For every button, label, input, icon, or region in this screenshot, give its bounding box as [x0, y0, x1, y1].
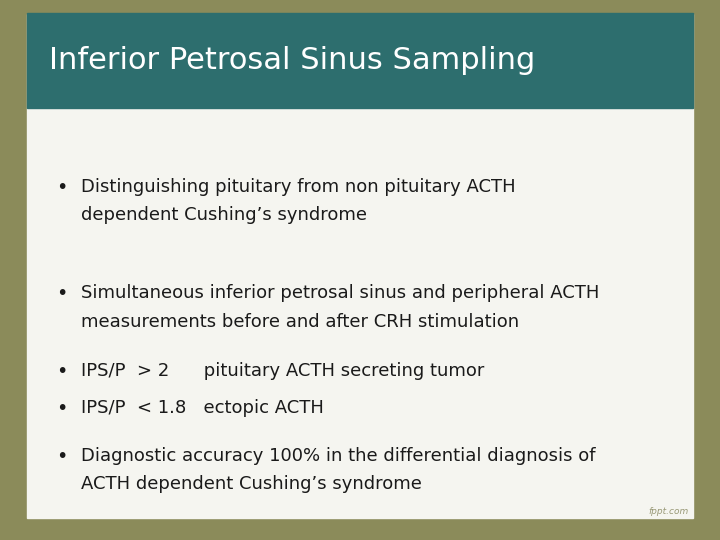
Text: •: •	[56, 400, 68, 419]
Text: dependent Cushing’s syndrome: dependent Cushing’s syndrome	[81, 206, 367, 225]
Text: Simultaneous inferior petrosal sinus and peripheral ACTH: Simultaneous inferior petrosal sinus and…	[81, 285, 600, 302]
Text: •: •	[56, 285, 68, 303]
Text: Inferior Petrosal Sinus Sampling: Inferior Petrosal Sinus Sampling	[49, 46, 535, 75]
Bar	[27, 14, 693, 108]
Text: ACTH dependent Cushing’s syndrome: ACTH dependent Cushing’s syndrome	[81, 475, 422, 493]
Text: IPS/P  < 1.8   ectopic ACTH: IPS/P < 1.8 ectopic ACTH	[81, 400, 324, 417]
Text: •: •	[56, 447, 68, 465]
Text: Distinguishing pituitary from non pituitary ACTH: Distinguishing pituitary from non pituit…	[81, 178, 516, 196]
Text: fppt.com: fppt.com	[649, 507, 689, 516]
Text: measurements before and after CRH stimulation: measurements before and after CRH stimul…	[81, 313, 520, 331]
Text: Diagnostic accuracy 100% in the differential diagnosis of: Diagnostic accuracy 100% in the differen…	[81, 447, 596, 464]
Text: IPS/P  > 2      pituitary ACTH secreting tumor: IPS/P > 2 pituitary ACTH secreting tumor	[81, 362, 485, 381]
Text: •: •	[56, 178, 68, 197]
Text: •: •	[56, 362, 68, 381]
